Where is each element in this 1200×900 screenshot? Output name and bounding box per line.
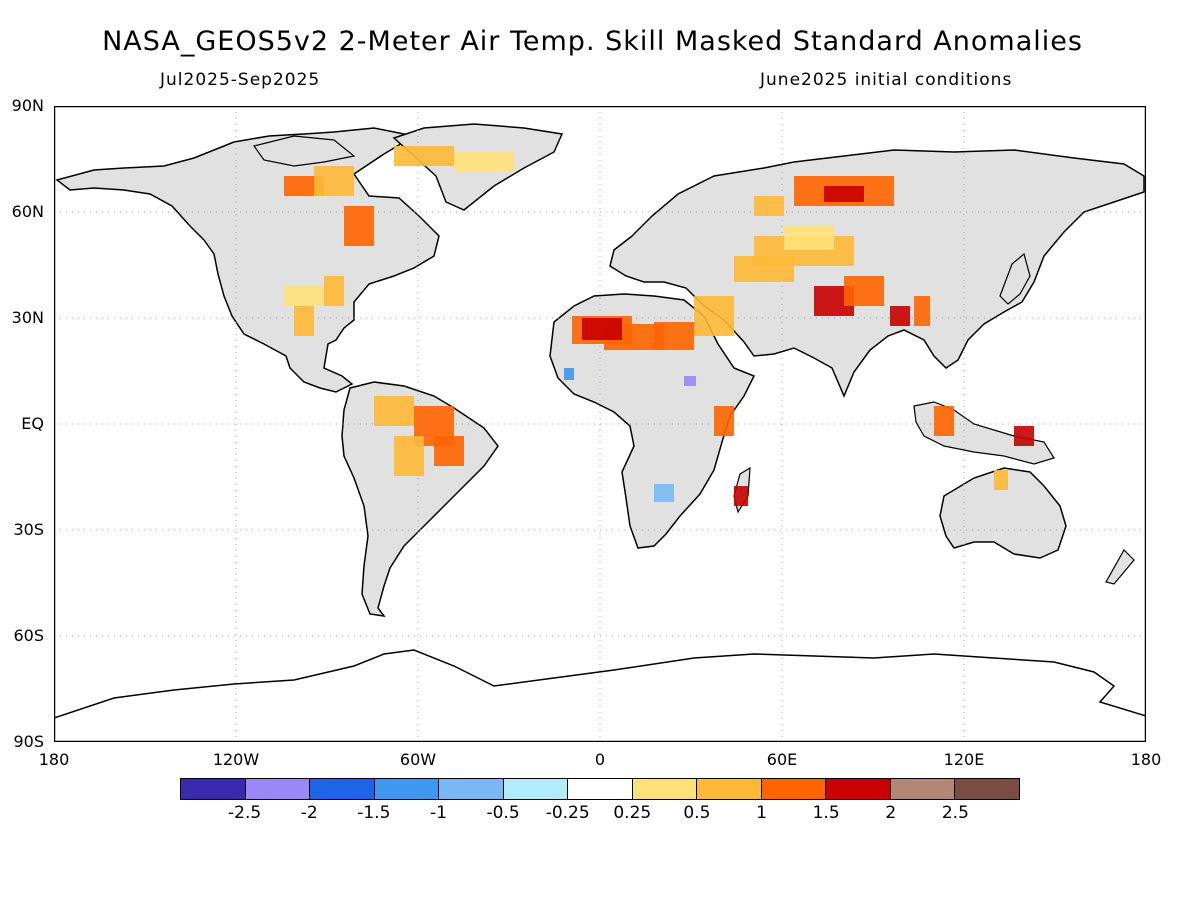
anomaly-patch (284, 286, 324, 306)
eurasia (609, 149, 1145, 398)
colorbar-swatch (439, 779, 504, 799)
continents (54, 123, 1146, 742)
anomaly-patch (844, 276, 884, 306)
anomaly-patch (824, 186, 864, 202)
lon-label-120w: 120W (212, 750, 260, 769)
colorbar-tick-label: -2.5 (228, 803, 262, 823)
initial-conditions: June2025 initial conditions (760, 70, 1013, 90)
lon-label-60e: 60E (766, 750, 798, 769)
colorbar-swatch (826, 779, 891, 799)
anomaly-patch (434, 436, 464, 466)
anomaly-patch (344, 206, 374, 246)
colorbar-swatch (955, 779, 1019, 799)
anomaly-patch (374, 396, 414, 426)
colorbar-tick-label: -0.25 (545, 803, 590, 823)
colorbar-swatch (632, 779, 698, 799)
colorbar (180, 778, 1020, 800)
north-america (55, 127, 440, 393)
anomaly-patch (654, 322, 694, 350)
anomaly-patch (654, 484, 674, 502)
anomaly-patch (394, 146, 454, 166)
anomaly-patch (582, 318, 622, 340)
anomaly-patch (784, 226, 834, 250)
lat-label-30n: 30N (11, 308, 44, 327)
anomaly-patch (684, 376, 696, 386)
lon-label-120e: 120E (943, 750, 985, 769)
lon-label-60w: 60W (399, 750, 437, 769)
colorbar-swatch (245, 779, 311, 799)
anomaly-patch (294, 306, 314, 336)
colorbar-tick-label: 1.5 (812, 803, 840, 823)
anomaly-patch (890, 306, 910, 326)
colorbar-swatch (890, 779, 956, 799)
anomaly-patch (564, 368, 574, 380)
colorbar-swatch (503, 779, 569, 799)
map-title: NASA_GEOS5v2 2-Meter Air Temp. Skill Mas… (102, 26, 1083, 57)
new-zealand (1105, 549, 1135, 585)
colorbar-tick-label: 2.5 (941, 803, 969, 823)
lon-label-0: 0 (594, 750, 606, 769)
colorbar-tick-label: -1 (429, 803, 447, 823)
colorbar-swatch (310, 779, 375, 799)
lat-label-30s: 30S (13, 520, 44, 539)
australia (939, 467, 1067, 559)
anomaly-patch (1014, 426, 1034, 446)
anomaly-patch (714, 406, 734, 436)
antarctica (54, 649, 1146, 742)
colorbar-swatch (374, 779, 440, 799)
lat-label-eq: EQ (21, 414, 44, 433)
anomaly-patch (324, 276, 344, 306)
colorbar-swatch (761, 779, 827, 799)
colorbar-tick-label: 1 (756, 803, 767, 823)
world-anomaly-map (54, 106, 1146, 742)
lat-label-90s: 90S (13, 732, 44, 751)
lat-label-90n: 90N (11, 96, 44, 115)
lat-label-60n: 60N (11, 202, 44, 221)
anomaly-patch (994, 470, 1008, 490)
anomaly-patch (454, 152, 514, 172)
colorbar-tick-label: -1.5 (357, 803, 391, 823)
anomaly-patch (394, 436, 424, 476)
anomaly-patch (934, 406, 954, 436)
map-frame (54, 106, 1146, 742)
anomaly-patch (314, 166, 354, 196)
colorbar-tick-label: 0.5 (683, 803, 711, 823)
valid-period: Jul2025-Sep2025 (160, 70, 321, 90)
colorbar-tick-label: -0.5 (486, 803, 520, 823)
anomaly-patch (734, 486, 748, 506)
lat-label-60s: 60S (13, 626, 44, 645)
colorbar-swatch (181, 779, 246, 799)
colorbar-tick-label: -2 (300, 803, 318, 823)
arctic-islands (252, 135, 356, 167)
africa (549, 293, 756, 549)
anomaly-patch (754, 196, 784, 216)
lon-label-180w: 180 (38, 750, 70, 769)
anomaly-patch (914, 296, 930, 326)
colorbar-swatch (697, 779, 762, 799)
japan (999, 252, 1031, 305)
colorbar-swatch (568, 779, 633, 799)
anomaly-patches (284, 146, 1034, 506)
colorbar-tick-label: 0.25 (613, 803, 652, 823)
lon-label-180e: 180 (1130, 750, 1162, 769)
anomaly-patch (694, 296, 734, 336)
colorbar-tick-label: 2 (885, 803, 897, 823)
